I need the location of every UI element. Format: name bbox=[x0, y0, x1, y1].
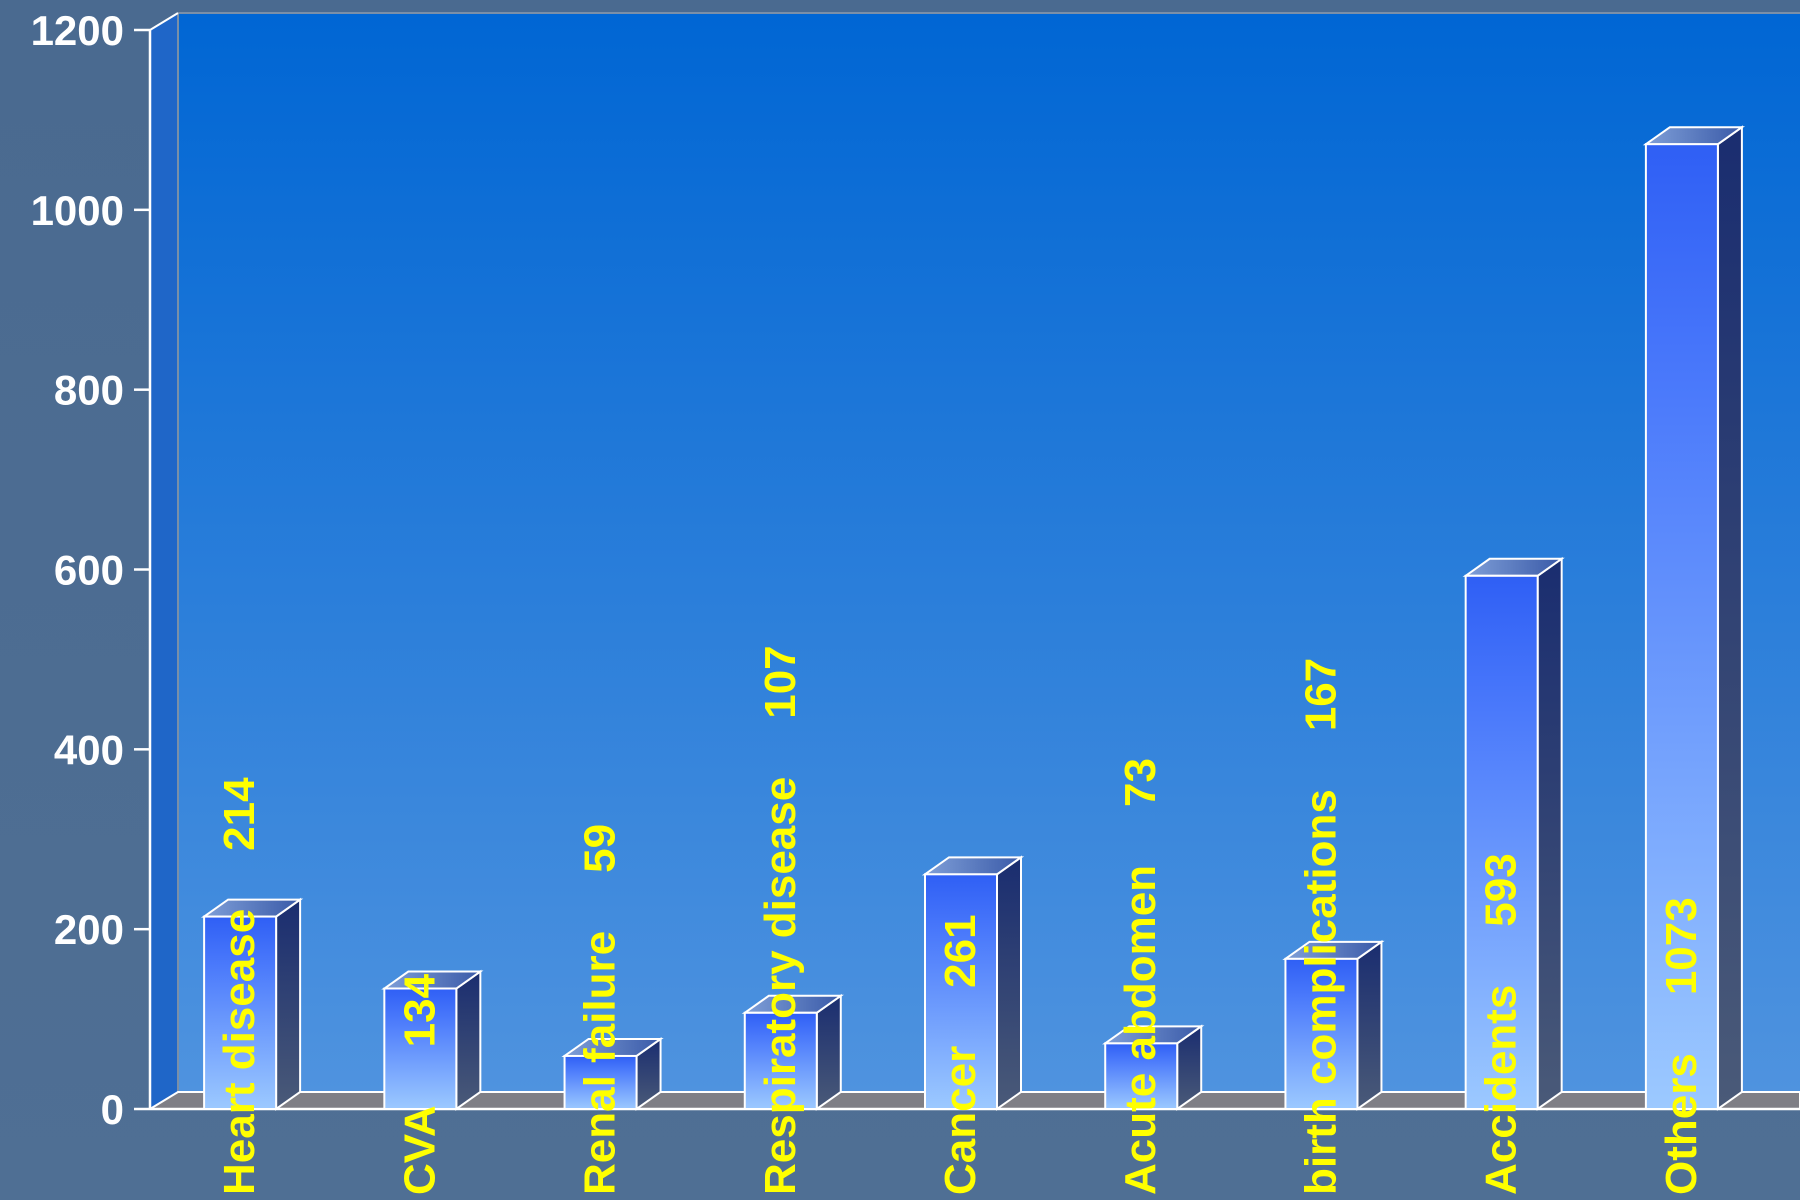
category-name: Renal failure bbox=[576, 931, 625, 1195]
category-name: Acute abdomen bbox=[1116, 865, 1165, 1195]
value-label: 214 bbox=[215, 777, 264, 851]
y-tick-label: 800 bbox=[54, 367, 124, 414]
bar-front bbox=[1104, 1042, 1179, 1111]
value-label: 134 bbox=[395, 973, 444, 1047]
bar bbox=[741, 993, 844, 1111]
value-label: 593 bbox=[1477, 853, 1526, 926]
bar-front bbox=[1644, 143, 1719, 1111]
bar-side bbox=[996, 855, 1022, 1111]
category-name: CVA bbox=[395, 1105, 444, 1195]
value-label: 59 bbox=[576, 824, 625, 873]
bar-front bbox=[743, 1011, 818, 1111]
bar-side bbox=[815, 993, 842, 1111]
bar-side bbox=[1536, 556, 1563, 1111]
bar-front bbox=[383, 987, 458, 1110]
category-name: Respiratory disease bbox=[756, 777, 805, 1195]
bar bbox=[1642, 125, 1746, 1111]
y-tick-label: 600 bbox=[54, 547, 124, 594]
bar bbox=[1462, 556, 1565, 1111]
y-tick-label: 0 bbox=[101, 1086, 124, 1133]
value-label: 1073 bbox=[1657, 897, 1706, 995]
bar bbox=[1102, 1024, 1205, 1111]
category-label: CVA 134 bbox=[395, 973, 444, 1195]
y-tick-label: 400 bbox=[54, 726, 124, 773]
category-name: Others bbox=[1657, 1053, 1706, 1195]
bar bbox=[561, 1037, 664, 1111]
bar-side bbox=[455, 969, 482, 1111]
plot-back-wall bbox=[178, 13, 1800, 1092]
bar-front bbox=[1284, 957, 1359, 1110]
y-tick-label: 200 bbox=[54, 906, 124, 953]
category-label: Others 1073 bbox=[1657, 897, 1706, 1195]
y-tick-label: 1200 bbox=[31, 7, 124, 54]
y-axis-top-edge bbox=[149, 12, 179, 31]
category-label: Heart disease 214 bbox=[215, 777, 264, 1195]
bar bbox=[1282, 939, 1385, 1111]
bar bbox=[200, 897, 304, 1111]
category-label: Cancer 261 bbox=[936, 914, 985, 1195]
category-label: Accidents 593 bbox=[1477, 853, 1526, 1195]
value-label: 107 bbox=[756, 645, 805, 718]
category-name: Accidents bbox=[1477, 985, 1526, 1195]
category-label: Acute abdomen 73 bbox=[1116, 758, 1165, 1195]
bar-front bbox=[203, 915, 278, 1110]
bar bbox=[921, 855, 1025, 1111]
category-name: birth complications bbox=[1296, 789, 1345, 1195]
bar-front bbox=[1464, 574, 1539, 1110]
bar-side bbox=[1356, 939, 1383, 1111]
category-label: Renal failure 59 bbox=[576, 824, 625, 1195]
y-tick-label: 1000 bbox=[31, 187, 124, 234]
value-label: 261 bbox=[936, 914, 985, 987]
bar-front bbox=[924, 873, 998, 1110]
bar-side bbox=[1716, 125, 1743, 1111]
bar-side bbox=[275, 897, 302, 1111]
value-label: 73 bbox=[1116, 758, 1165, 807]
left-side-wall bbox=[150, 13, 178, 1109]
category-label: birth complications 167 bbox=[1296, 658, 1345, 1195]
category-name: Heart disease bbox=[215, 909, 264, 1195]
bar-front bbox=[563, 1054, 638, 1111]
category-label: Respiratory disease 107 bbox=[756, 645, 805, 1195]
bar bbox=[381, 969, 484, 1111]
value-label: 167 bbox=[1296, 658, 1345, 731]
category-name: Cancer bbox=[936, 1046, 985, 1195]
